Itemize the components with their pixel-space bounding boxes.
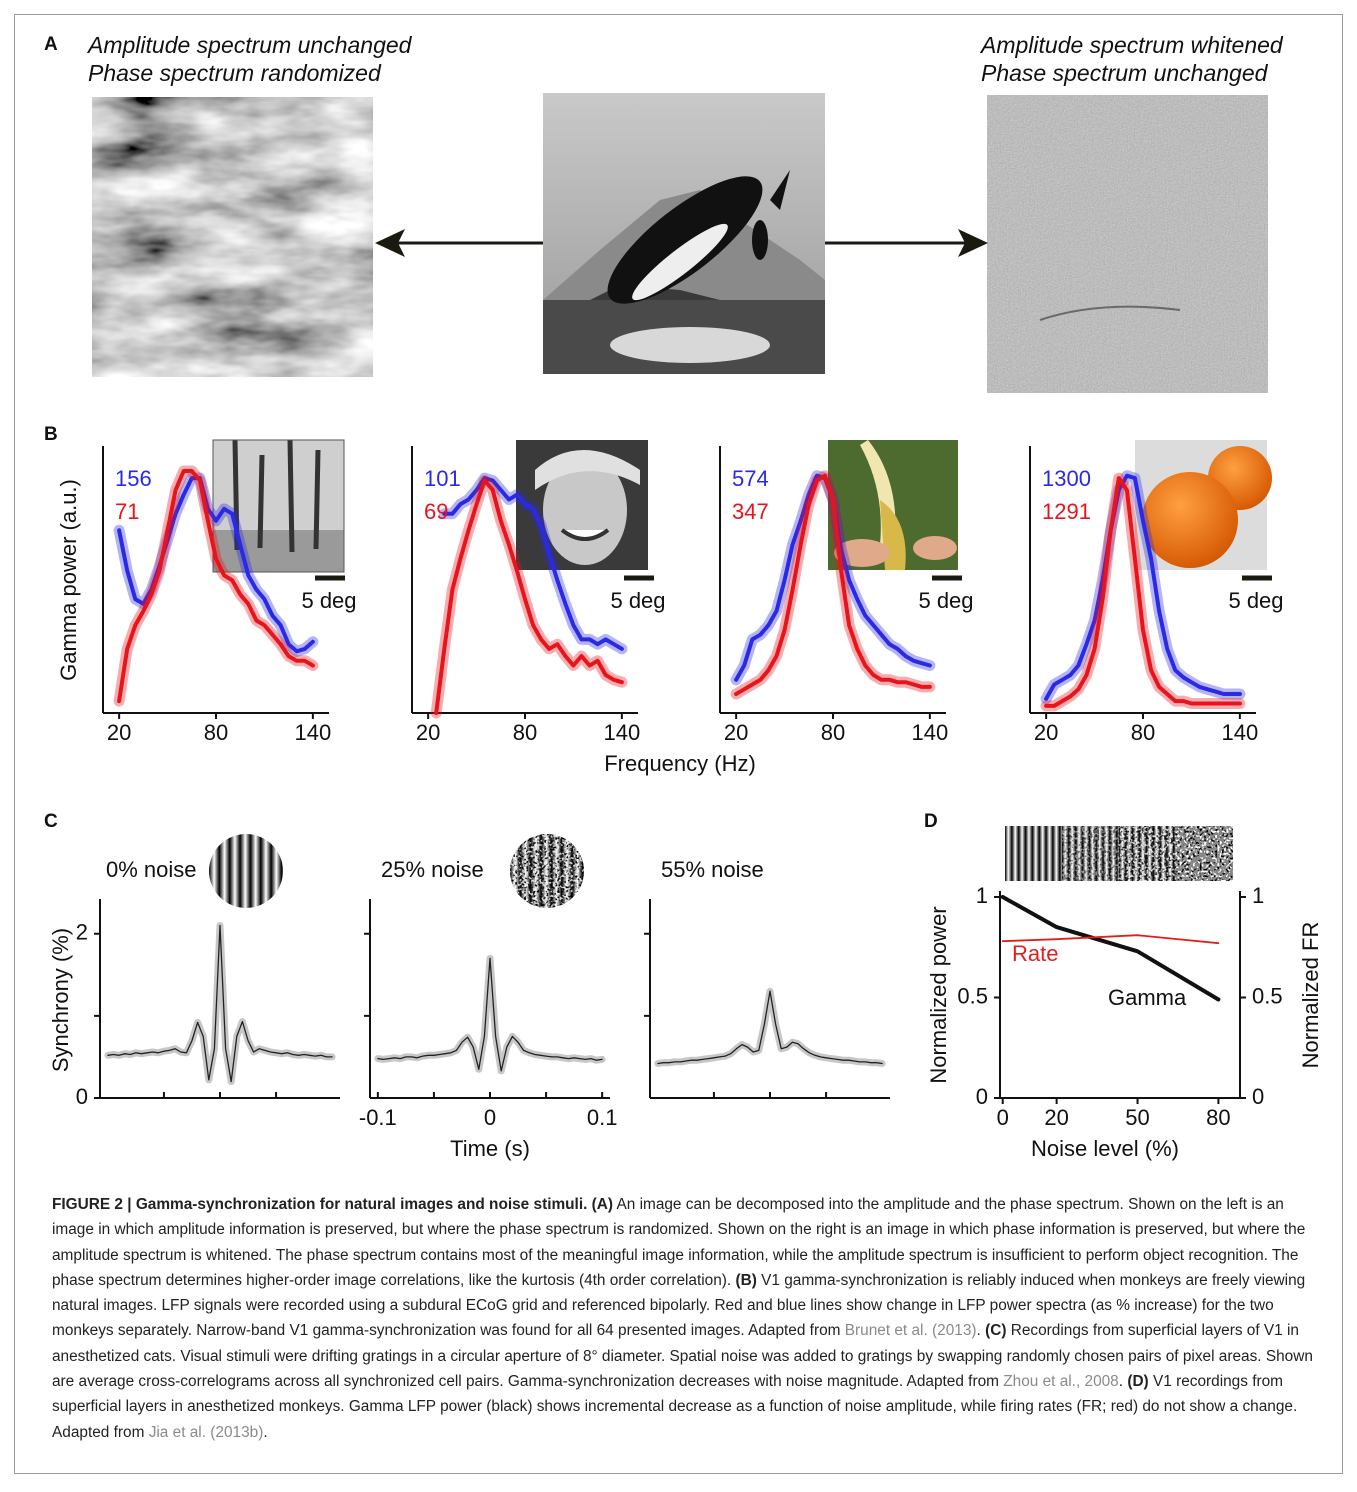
- phase-randomized-image: [92, 97, 373, 377]
- x-tick-label: 80: [513, 720, 537, 745]
- series-label: Gamma: [1108, 985, 1187, 1010]
- x-tick-label: 80: [1206, 1105, 1230, 1130]
- y-tick-label: 0.5: [957, 983, 988, 1008]
- citation-link[interactable]: Brunet et al. (2013): [845, 1322, 977, 1339]
- x-axis-label: Time (s): [450, 1136, 530, 1161]
- panel-title: Amplitude spectrum unchanged: [86, 32, 413, 58]
- orca-image: [543, 93, 825, 374]
- caption-text: .: [263, 1424, 267, 1441]
- arrow: [825, 229, 988, 257]
- subtitle: 55% noise: [661, 857, 764, 882]
- grating-stimulus: [209, 834, 283, 908]
- panel-title: Amplitude spectrum whitened: [979, 32, 1284, 58]
- series-label: 101: [424, 466, 461, 491]
- series-label: 574: [732, 466, 769, 491]
- x-tick-label: 20: [1034, 720, 1058, 745]
- series-label: 1291: [1042, 499, 1091, 524]
- banana-image: [828, 440, 958, 570]
- caption: FIGURE 2 | Gamma-synchronization for nat…: [52, 1192, 1314, 1445]
- y2-tick-label: 0: [1252, 1084, 1264, 1109]
- scale-bar-label: 5 deg: [301, 588, 356, 613]
- y2-tick-label: 1: [1252, 883, 1264, 908]
- x-tick-label: 50: [1125, 1105, 1149, 1130]
- error-band: [378, 958, 602, 1071]
- series-label: 347: [732, 499, 769, 524]
- y-axis-label: Synchrony (%): [48, 928, 73, 1072]
- x-tick-label: 20: [107, 720, 131, 745]
- y-tick-label: 0: [976, 1084, 988, 1109]
- x-tick-label: 80: [204, 720, 228, 745]
- y2-axis-label: Normalized FR: [1298, 922, 1323, 1069]
- caption-text: (D): [1127, 1373, 1148, 1390]
- citation-link[interactable]: Zhou et al., 2008: [1003, 1373, 1119, 1390]
- x-tick-label: 20: [724, 720, 748, 745]
- y-tick-label: 1: [976, 883, 988, 908]
- x-tick-label: 20: [1044, 1105, 1068, 1130]
- x-axis-label: Frequency (Hz): [604, 751, 756, 776]
- series-label: 1300: [1042, 466, 1091, 491]
- x-tick-label: 0.1: [587, 1105, 618, 1130]
- x-tick-label: 140: [294, 720, 331, 745]
- amplitude-whitened-image: [987, 95, 1268, 393]
- noise-stimuli-strip: [1005, 826, 1233, 881]
- x-tick-label: -0.1: [359, 1105, 397, 1130]
- forest-image: [213, 440, 344, 572]
- y-tick-label: 2: [76, 920, 88, 945]
- series-label: 156: [115, 466, 152, 491]
- x-axis-label: Noise level (%): [1031, 1136, 1179, 1161]
- panel-label: B: [44, 424, 58, 445]
- caption-text: (B): [735, 1272, 756, 1289]
- scale-bar-label: 5 deg: [610, 588, 665, 613]
- page: A Amplitude spectrum unchanged Phase spe…: [0, 0, 1357, 1487]
- panel-label: A: [44, 34, 58, 55]
- y2-tick-label: 0.5: [1252, 983, 1283, 1008]
- y-axis-label: Normalized power: [926, 906, 951, 1083]
- caption-text: FIGURE 2 | Gamma-synchronization for nat…: [52, 1196, 587, 1213]
- caption-text: .: [977, 1322, 986, 1339]
- panel-title: Phase spectrum unchanged: [981, 60, 1269, 86]
- scale-bar-label: 5 deg: [1228, 588, 1283, 613]
- y-tick-label: 0: [76, 1084, 88, 1109]
- arrow: [375, 229, 543, 257]
- x-tick-label: 140: [1221, 720, 1258, 745]
- x-tick-label: 20: [416, 720, 440, 745]
- x-tick-label: 140: [603, 720, 640, 745]
- x-tick-label: 0: [997, 1105, 1009, 1130]
- scale-bar-label: 5 deg: [918, 588, 973, 613]
- x-tick-label: 80: [821, 720, 845, 745]
- error-band: [108, 926, 332, 1082]
- y-axis-label: Gamma power (a.u.): [56, 479, 81, 681]
- series-label: Rate: [1012, 941, 1058, 966]
- error-band: [658, 991, 882, 1063]
- series-label: 69: [424, 499, 448, 524]
- subtitle: 0% noise: [106, 857, 197, 882]
- panel-title: Phase spectrum randomized: [88, 60, 382, 86]
- x-tick-label: 140: [911, 720, 948, 745]
- subtitle: 25% noise: [381, 857, 484, 882]
- orange-image: [1135, 440, 1272, 570]
- x-tick-label: 80: [1131, 720, 1155, 745]
- caption-text: (A): [592, 1196, 613, 1213]
- panel-label: C: [44, 811, 58, 832]
- citation-link[interactable]: Jia et al. (2013b): [149, 1424, 264, 1441]
- caption-text: (C): [985, 1322, 1006, 1339]
- noisy-grating-stimulus: [510, 834, 584, 908]
- panel-label: D: [924, 811, 938, 832]
- x-tick-label: 0: [484, 1105, 496, 1130]
- series-label: 71: [115, 499, 139, 524]
